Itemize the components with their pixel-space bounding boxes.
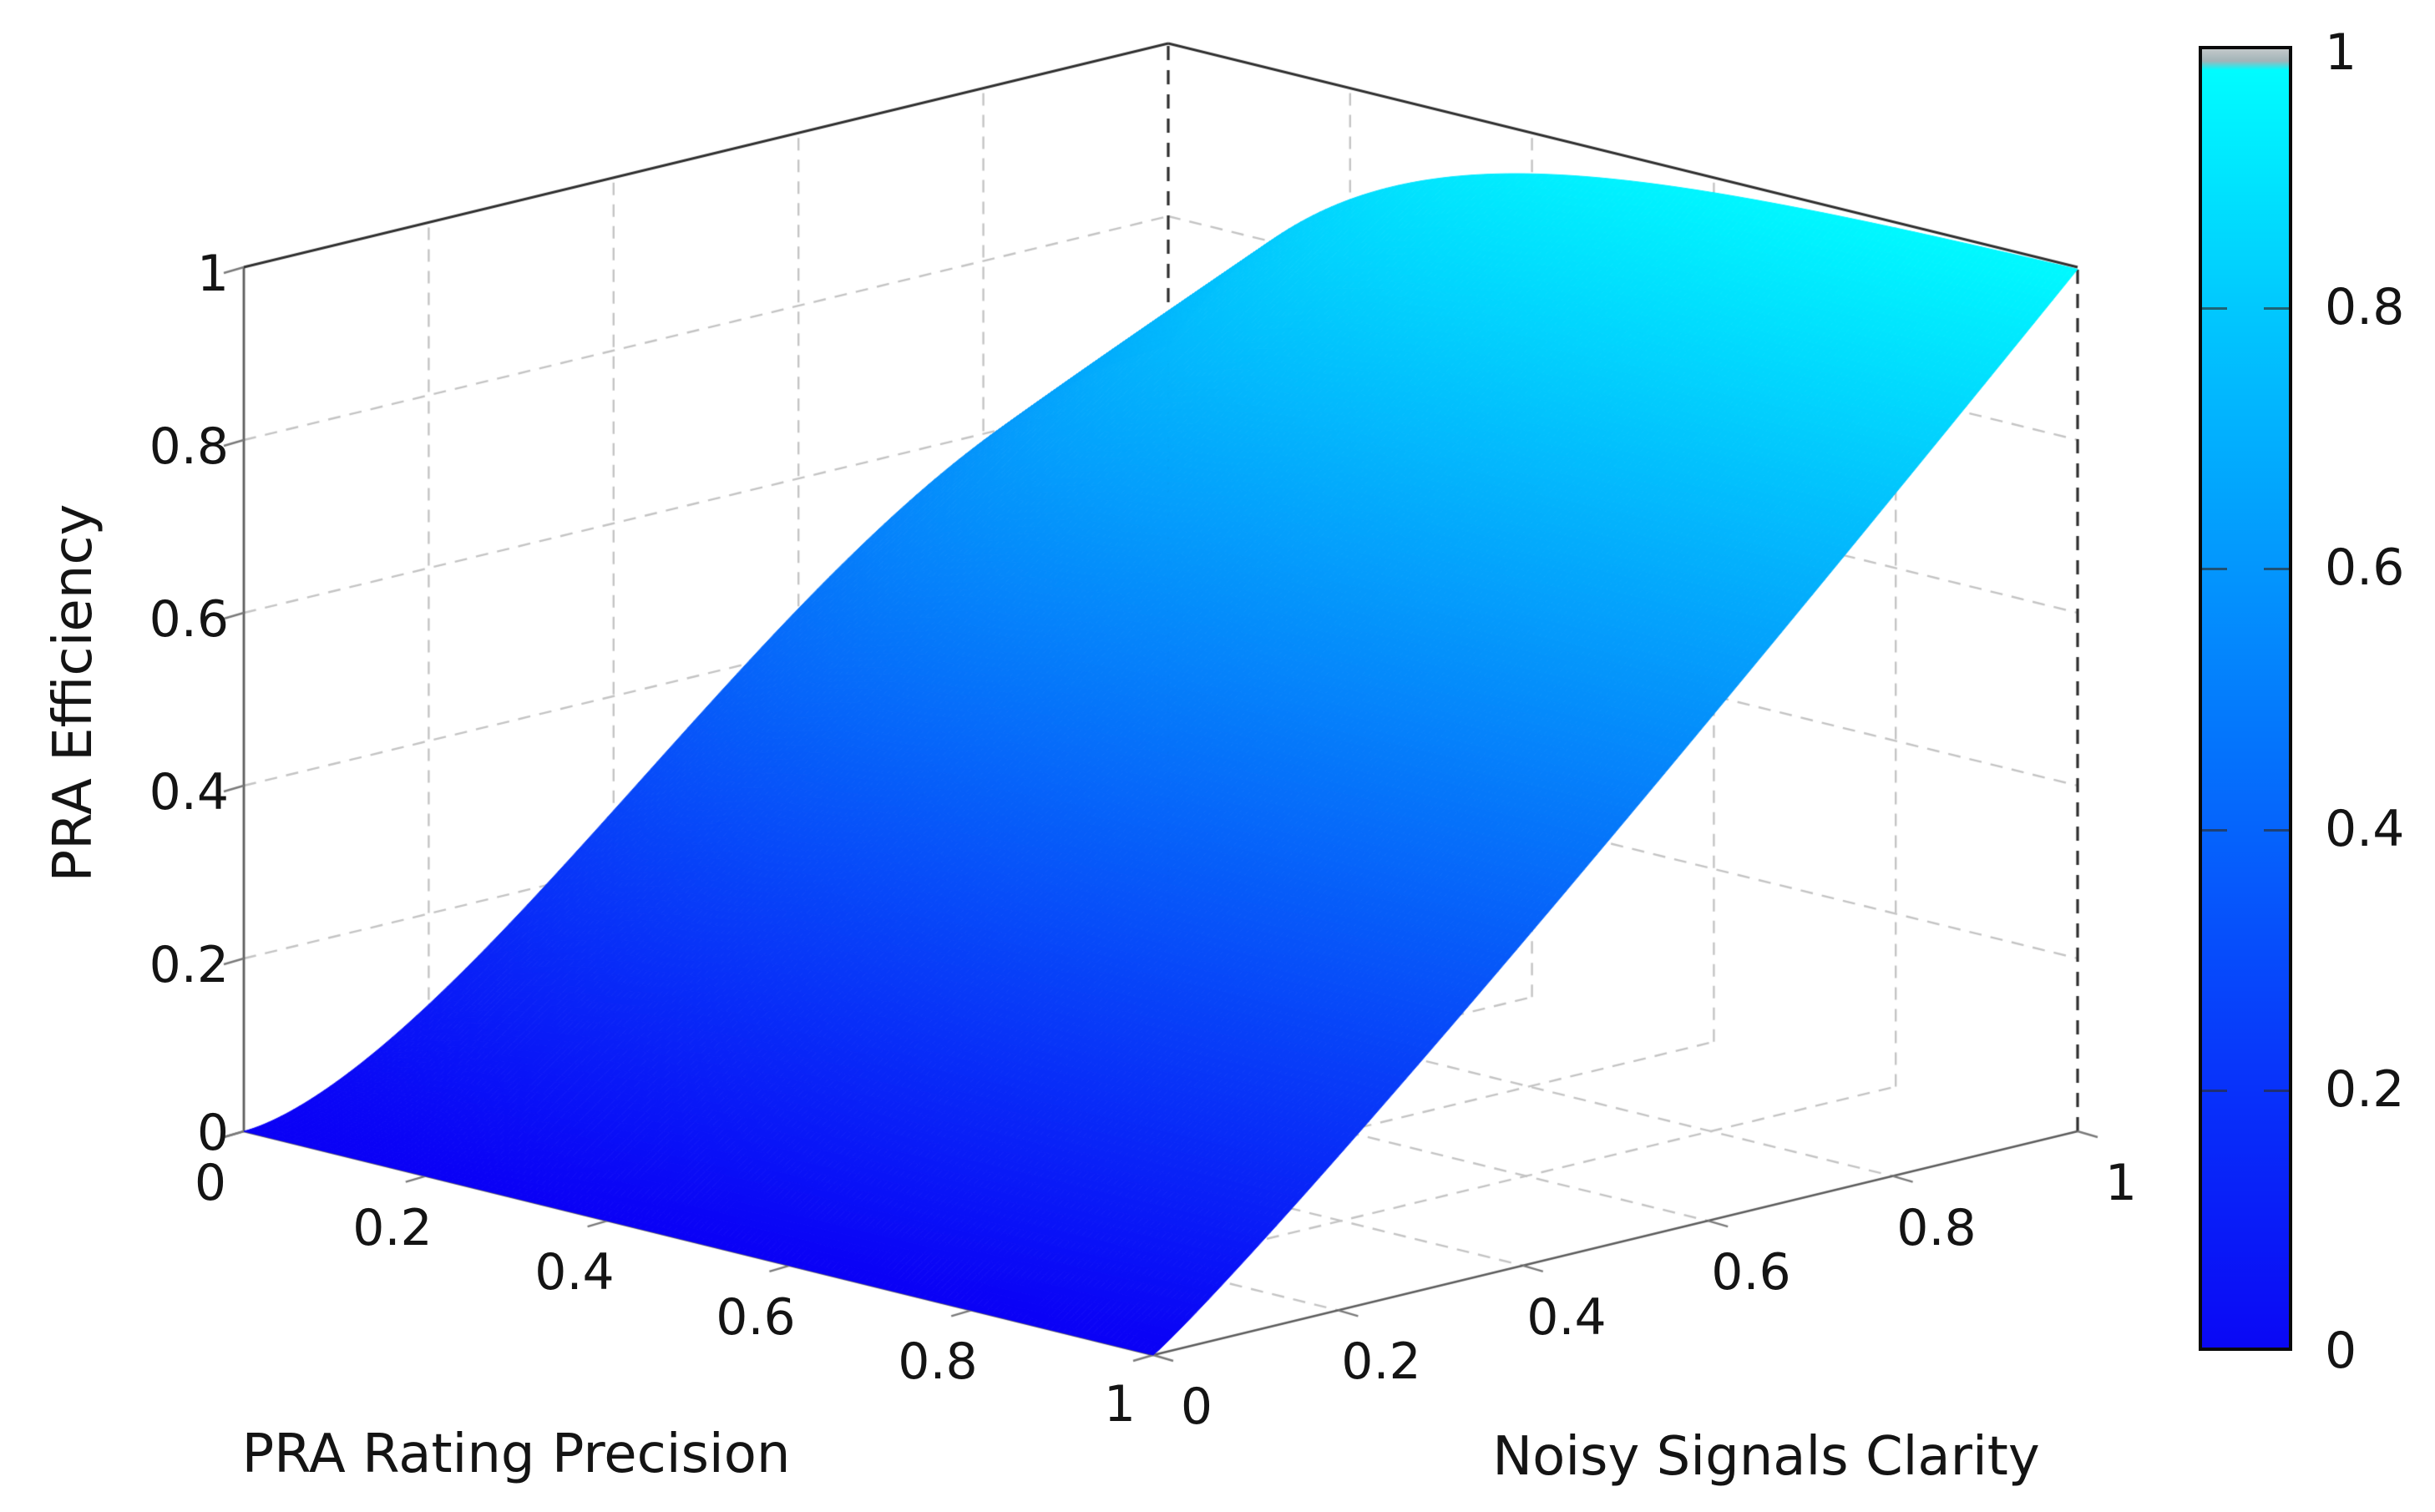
z-tick-label: 0.6 xyxy=(149,590,229,649)
y-axis-label: Noisy Signals Clarity xyxy=(1492,1426,2040,1488)
x-tick-label: 0.4 xyxy=(534,1243,615,1302)
colorbar-tick xyxy=(2264,1090,2289,1092)
x-tick-label: 0.6 xyxy=(716,1288,796,1347)
colorbar-tick-label: 0.8 xyxy=(2325,278,2405,336)
x-tick-label: 0.8 xyxy=(898,1332,978,1391)
y-tick-label: 1 xyxy=(2104,1154,2138,1212)
colorbar-tick xyxy=(2202,568,2227,570)
z-tick-label: 1 xyxy=(196,245,229,303)
y-tick-label: 0 xyxy=(1180,1378,1213,1436)
x-axis-label: PRA Rating Precision xyxy=(241,1424,791,1485)
colorbar-tick-label: 0.2 xyxy=(2325,1060,2405,1119)
colorbar-tick xyxy=(2202,1090,2227,1092)
colorbar-tick-label: 0.6 xyxy=(2325,539,2405,597)
z-tick-label: 0 xyxy=(196,1104,229,1162)
colorbar-tick xyxy=(2264,307,2289,310)
y-tick-label: 0.6 xyxy=(1711,1243,1791,1302)
colorbar xyxy=(2199,46,2292,1351)
x-tick-label: 1 xyxy=(1103,1375,1137,1434)
x-tick-label: 0.2 xyxy=(352,1199,433,1257)
colorbar-tick-label: 1 xyxy=(2325,23,2357,82)
colorbar-tick xyxy=(2264,829,2289,832)
z-axis-label: PRA Efficiency xyxy=(43,503,104,882)
y-tick-label: 0.8 xyxy=(1896,1199,1977,1257)
colorbar-tick xyxy=(2202,307,2227,310)
colorbar-tick xyxy=(2202,829,2227,832)
colorbar-tick xyxy=(2264,568,2289,570)
z-tick-label: 0.2 xyxy=(149,936,229,994)
y-tick-label: 0.2 xyxy=(1341,1332,1421,1391)
y-tick-label: 0.4 xyxy=(1526,1288,1607,1347)
x-tick-label: 0 xyxy=(194,1154,227,1212)
z-tick-label: 0.8 xyxy=(149,417,229,476)
colorbar-tick-label: 0 xyxy=(2325,1322,2357,1380)
colorbar-tick-label: 0.4 xyxy=(2325,800,2405,858)
z-tick-label: 0.4 xyxy=(149,763,229,822)
